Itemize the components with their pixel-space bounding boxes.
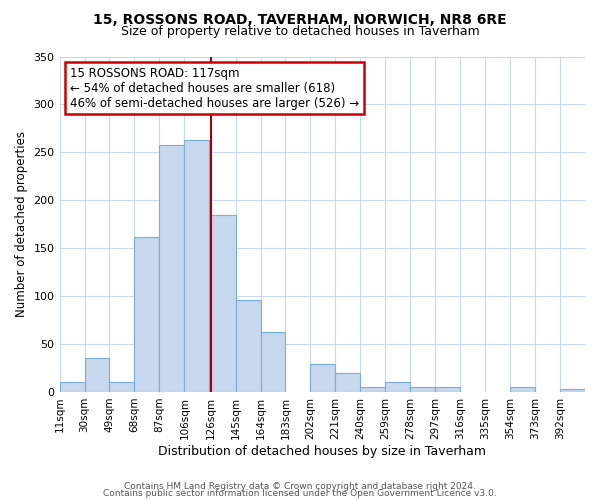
Bar — [410, 387, 435, 392]
Text: 15, ROSSONS ROAD, TAVERHAM, NORWICH, NR8 6RE: 15, ROSSONS ROAD, TAVERHAM, NORWICH, NR8… — [93, 12, 507, 26]
Bar — [335, 373, 361, 392]
Bar — [510, 387, 535, 392]
Bar — [385, 382, 410, 392]
Bar — [310, 364, 335, 392]
Bar — [435, 387, 460, 392]
Bar — [59, 382, 85, 392]
Bar — [160, 144, 184, 392]
Bar — [260, 332, 286, 392]
Bar — [184, 140, 209, 392]
Bar — [211, 214, 236, 392]
Bar — [236, 300, 260, 392]
Bar — [85, 358, 109, 392]
Bar — [560, 389, 585, 392]
X-axis label: Distribution of detached houses by size in Taverham: Distribution of detached houses by size … — [158, 444, 486, 458]
Text: Contains HM Land Registry data © Crown copyright and database right 2024.: Contains HM Land Registry data © Crown c… — [124, 482, 476, 491]
Y-axis label: Number of detached properties: Number of detached properties — [15, 131, 28, 317]
Bar — [109, 382, 134, 392]
Text: Contains public sector information licensed under the Open Government Licence v3: Contains public sector information licen… — [103, 489, 497, 498]
Text: 15 ROSSONS ROAD: 117sqm
← 54% of detached houses are smaller (618)
46% of semi-d: 15 ROSSONS ROAD: 117sqm ← 54% of detache… — [70, 66, 359, 110]
Bar — [134, 236, 160, 392]
Text: Size of property relative to detached houses in Taverham: Size of property relative to detached ho… — [121, 25, 479, 38]
Bar — [361, 387, 385, 392]
